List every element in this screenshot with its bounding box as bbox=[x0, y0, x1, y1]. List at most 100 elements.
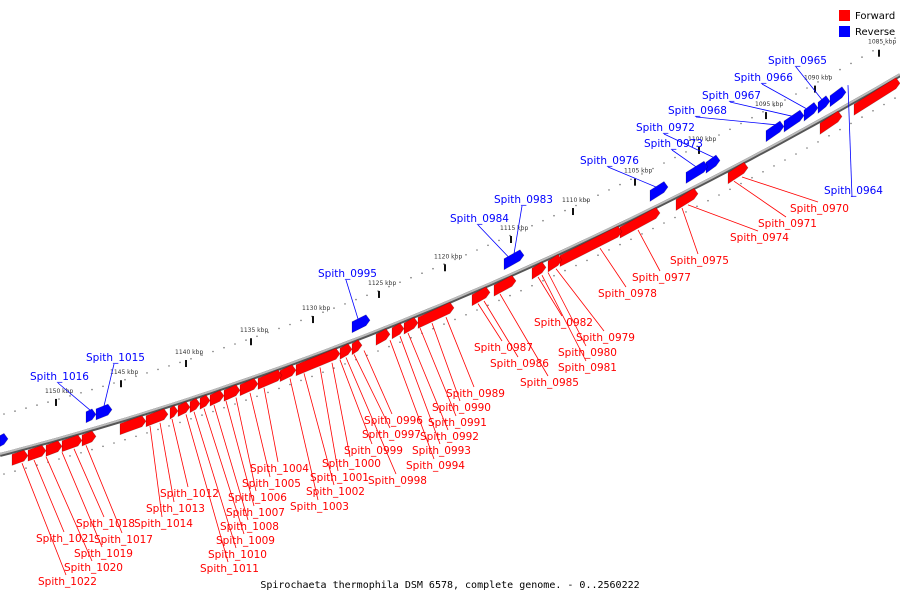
ruler-dot bbox=[344, 363, 346, 365]
ruler-dot bbox=[256, 395, 258, 398]
ruler-dot bbox=[751, 176, 753, 179]
ruler-dot bbox=[168, 425, 170, 427]
leader-line bbox=[681, 207, 699, 255]
leader-line bbox=[671, 149, 697, 168]
ruler-dot bbox=[652, 227, 654, 230]
gene-label-spith_0995: Spith_0995 bbox=[318, 268, 377, 280]
ruler-dot bbox=[795, 93, 797, 95]
ruler-dot bbox=[432, 267, 434, 270]
gene-label-spith_1007: Spith_1007 bbox=[226, 507, 285, 519]
major-tick bbox=[634, 178, 636, 186]
ruler-dot bbox=[245, 399, 247, 401]
gene-label-spith_1010: Spith_1010 bbox=[208, 549, 267, 561]
ruler-dot bbox=[850, 62, 852, 65]
leader-line bbox=[149, 425, 163, 518]
gene-arrow bbox=[829, 86, 847, 108]
ruler-dot bbox=[762, 111, 764, 113]
ruler-dot bbox=[784, 159, 786, 161]
leader-line bbox=[483, 300, 519, 358]
gene-label-spith_0966: Spith_0966 bbox=[734, 72, 793, 84]
gene-label-spith_1017: Spith_1017 bbox=[94, 534, 153, 546]
ruler-dot bbox=[619, 243, 621, 246]
ruler-dot bbox=[223, 346, 225, 349]
ruler-dot bbox=[91, 448, 93, 451]
kbp-ticks: 1085 kbp 1090 kbp 1095 kbp 1100 kbp 1105 kbp… bbox=[3, 37, 896, 475]
ruler-dot bbox=[641, 233, 643, 235]
gene-label-spith_0967: Spith_0967 bbox=[702, 90, 761, 102]
major-tick bbox=[765, 112, 767, 120]
ruler-dot bbox=[795, 153, 797, 155]
leader-line bbox=[499, 293, 549, 377]
gene-arrow bbox=[257, 369, 283, 390]
ruler-dot bbox=[322, 311, 324, 314]
leader-line bbox=[795, 66, 823, 100]
gene-label-spith_0987: Spith_0987 bbox=[474, 342, 533, 354]
tick-label: 1130 kbp bbox=[302, 305, 330, 312]
gene-arrow bbox=[403, 317, 419, 335]
gene-label-spith_0973: Spith_0973 bbox=[644, 138, 703, 150]
gene-label-spith_0982: Spith_0982 bbox=[534, 317, 593, 329]
major-tick bbox=[185, 359, 187, 367]
ruler-dot bbox=[14, 410, 16, 412]
ruler-dot bbox=[322, 371, 324, 374]
ruler-dot bbox=[300, 319, 302, 322]
ruler-dot bbox=[267, 391, 269, 394]
ruler-dot bbox=[740, 122, 742, 125]
ruler-dot bbox=[608, 249, 610, 251]
leader-line bbox=[225, 400, 255, 507]
leader-line bbox=[249, 392, 271, 478]
ruler-dot bbox=[69, 455, 71, 457]
leader-line bbox=[687, 204, 759, 232]
ruler-dot bbox=[124, 438, 126, 441]
gene-label-spith_1015: Spith_1015 bbox=[86, 352, 145, 364]
gene-label-spith_0965: Spith_0965 bbox=[768, 55, 827, 67]
ruler-dot bbox=[179, 421, 181, 424]
gene-label-spith_0979: Spith_0979 bbox=[576, 332, 635, 344]
ruler-dot bbox=[102, 385, 104, 388]
ruler-dot bbox=[3, 473, 5, 475]
ruler-dot bbox=[146, 372, 148, 374]
ruler-dot bbox=[817, 141, 819, 143]
ruler-dot bbox=[157, 428, 159, 431]
leader-line bbox=[171, 418, 189, 488]
legend-reverse-swatch bbox=[839, 26, 850, 37]
leader-line bbox=[477, 224, 509, 257]
ruler-dot bbox=[894, 97, 896, 99]
ruler-dot bbox=[179, 361, 181, 364]
gene-label-spith_1020: Spith_1020 bbox=[64, 562, 123, 574]
ruler-dot bbox=[69, 395, 71, 397]
ruler-dot bbox=[388, 345, 390, 348]
ruler-dot bbox=[157, 368, 159, 371]
ruler-dot bbox=[707, 139, 709, 142]
major-tick bbox=[572, 208, 574, 216]
leader-line bbox=[103, 363, 115, 407]
leader-line bbox=[57, 382, 91, 411]
ruler-dot bbox=[223, 406, 225, 409]
ruler-dot bbox=[553, 274, 555, 277]
leader-line bbox=[389, 340, 435, 460]
gene-arrow bbox=[209, 389, 225, 407]
ruler-dot bbox=[883, 43, 885, 46]
ruler-dot bbox=[729, 188, 731, 191]
ruler-dot bbox=[168, 365, 170, 367]
legend-forward-label: Forward bbox=[855, 11, 895, 22]
gene-arrow bbox=[493, 275, 517, 297]
ruler-dot bbox=[553, 214, 555, 217]
leader-line bbox=[399, 336, 441, 445]
gene-arrow bbox=[727, 161, 749, 185]
ruler-dot bbox=[806, 147, 808, 149]
leader-line bbox=[73, 448, 105, 518]
gene-label-spith_1013: Spith_1013 bbox=[146, 503, 205, 515]
gene-arrow bbox=[503, 249, 525, 271]
gene-arrow bbox=[145, 408, 169, 428]
ruler-dot bbox=[707, 199, 709, 202]
gene-label-spith_0986: Spith_0986 bbox=[490, 358, 549, 370]
ruler-dot bbox=[586, 199, 588, 202]
tick-label: 1135 kbp bbox=[240, 327, 268, 334]
ruler-dot bbox=[806, 87, 808, 89]
ruler-dot bbox=[861, 56, 863, 58]
leader-line bbox=[607, 166, 657, 188]
ruler-dot bbox=[564, 269, 566, 272]
ruler-dot bbox=[883, 103, 885, 106]
